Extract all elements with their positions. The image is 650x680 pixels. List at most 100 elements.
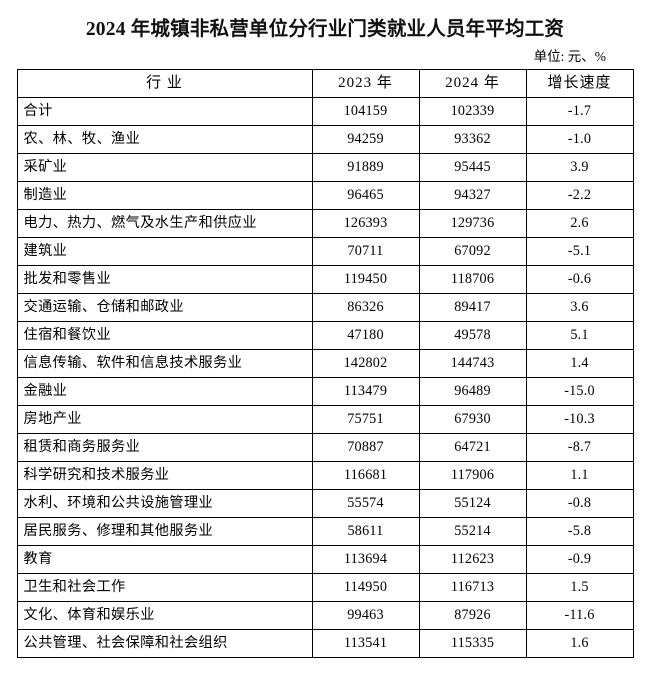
cell-wage-2023: 96465 [311, 181, 420, 210]
cell-wage-2024: 87926 [418, 601, 527, 630]
cell-wage-2024: 93362 [418, 125, 527, 154]
cell-wage-2024: 55124 [418, 489, 527, 518]
cell-growth-rate: -1.0 [525, 125, 634, 154]
cell-wage-2023: 75751 [311, 405, 420, 434]
column-header-2023: 2023 年 [311, 69, 420, 98]
cell-wage-2024: 112623 [418, 545, 527, 574]
cell-growth-rate: 1.4 [525, 349, 634, 378]
unit-note: 单位: 元、% [533, 49, 606, 64]
column-header-2024: 2024 年 [418, 69, 527, 98]
cell-industry: 房地产业 [16, 405, 313, 434]
table-row: 租赁和商务服务业 70887 64721 -8.7 [16, 433, 634, 462]
cell-industry: 教育 [16, 545, 313, 574]
cell-industry: 卫生和社会工作 [16, 573, 313, 602]
column-header-industry: 行 业 [16, 69, 313, 98]
cell-wage-2023: 70887 [311, 433, 420, 462]
table-row: 建筑业 70711 67092 -5.1 [16, 237, 634, 266]
cell-wage-2023: 99463 [311, 601, 420, 630]
cell-wage-2024: 96489 [418, 377, 527, 406]
cell-wage-2023: 94259 [311, 125, 420, 154]
table-row: 房地产业 75751 67930 -10.3 [16, 405, 634, 434]
table-header-row: 行 业 2023 年 2024 年 增长速度 [16, 69, 634, 98]
cell-wage-2023: 86326 [311, 293, 420, 322]
cell-wage-2023: 55574 [311, 489, 420, 518]
table-row: 农、林、牧、渔业 94259 93362 -1.0 [16, 125, 634, 154]
cell-industry: 文化、体育和娱乐业 [16, 601, 313, 630]
cell-wage-2024: 102339 [418, 97, 527, 126]
table-row: 教育 113694 112623 -0.9 [16, 545, 634, 574]
cell-growth-rate: -2.2 [525, 181, 634, 210]
cell-industry: 交通运输、仓储和邮政业 [16, 293, 313, 322]
cell-wage-2023: 142802 [311, 349, 420, 378]
cell-wage-2024: 118706 [418, 265, 527, 294]
cell-wage-2023: 113541 [311, 629, 420, 658]
cell-industry: 科学研究和技术服务业 [16, 461, 313, 490]
cell-wage-2023: 119450 [311, 265, 420, 294]
cell-industry: 批发和零售业 [16, 265, 313, 294]
table-row: 卫生和社会工作 114950 116713 1.5 [16, 573, 634, 602]
cell-growth-rate: -0.6 [525, 265, 634, 294]
cell-wage-2024: 129736 [418, 209, 527, 238]
column-header-growth: 增长速度 [525, 69, 634, 98]
table-row: 文化、体育和娱乐业 99463 87926 -11.6 [16, 601, 634, 630]
cell-wage-2024: 55214 [418, 517, 527, 546]
cell-wage-2024: 64721 [418, 433, 527, 462]
table-row: 制造业 96465 94327 -2.2 [16, 181, 634, 210]
cell-wage-2023: 47180 [311, 321, 420, 350]
cell-industry: 水利、环境和公共设施管理业 [16, 489, 313, 518]
table-row: 信息传输、软件和信息技术服务业 142802 144743 1.4 [16, 349, 634, 378]
table-row: 居民服务、修理和其他服务业 58611 55214 -5.8 [16, 517, 634, 546]
cell-wage-2023: 70711 [311, 237, 420, 266]
cell-growth-rate: -5.8 [525, 517, 634, 546]
cell-wage-2024: 116713 [418, 573, 527, 602]
cell-industry: 建筑业 [16, 237, 313, 266]
cell-wage-2023: 126393 [311, 209, 420, 238]
table-row: 科学研究和技术服务业 116681 117906 1.1 [16, 461, 634, 490]
cell-wage-2023: 58611 [311, 517, 420, 546]
cell-industry: 信息传输、软件和信息技术服务业 [16, 349, 313, 378]
cell-growth-rate: 2.6 [525, 209, 634, 238]
cell-industry: 采矿业 [16, 153, 313, 182]
cell-wage-2024: 67930 [418, 405, 527, 434]
cell-growth-rate: 1.1 [525, 461, 634, 490]
cell-industry: 电力、热力、燃气及水生产和供应业 [16, 209, 313, 238]
table-header: 行 业 2023 年 2024 年 增长速度 [16, 69, 634, 98]
cell-industry: 合计 [16, 97, 313, 126]
cell-growth-rate: -10.3 [525, 405, 634, 434]
cell-wage-2023: 113479 [311, 377, 420, 406]
table-row: 金融业 113479 96489 -15.0 [16, 377, 634, 406]
table-body: 合计 104159 102339 -1.7 农、林、牧、渔业 94259 93362 -1.0… [16, 97, 634, 658]
cell-wage-2023: 116681 [311, 461, 420, 490]
cell-industry: 制造业 [16, 181, 313, 210]
cell-growth-rate: 3.6 [525, 293, 634, 322]
cell-growth-rate: -1.7 [525, 97, 634, 126]
cell-wage-2023: 91889 [311, 153, 420, 182]
cell-wage-2024: 67092 [418, 237, 527, 266]
cell-industry: 农、林、牧、渔业 [16, 125, 313, 154]
cell-growth-rate: -8.7 [525, 433, 634, 462]
cell-growth-rate: -0.9 [525, 545, 634, 574]
cell-industry: 租赁和商务服务业 [16, 433, 313, 462]
cell-growth-rate: -0.8 [525, 489, 634, 518]
cell-industry: 公共管理、社会保障和社会组织 [16, 629, 313, 658]
cell-wage-2023: 113694 [311, 545, 420, 574]
cell-wage-2024: 117906 [418, 461, 527, 490]
cell-wage-2024: 115335 [418, 629, 527, 658]
cell-growth-rate: -11.6 [525, 601, 634, 630]
table-row: 电力、热力、燃气及水生产和供应业 126393 129736 2.6 [16, 209, 634, 238]
cell-wage-2023: 114950 [311, 573, 420, 602]
cell-industry: 金融业 [16, 377, 313, 406]
table-row: 公共管理、社会保障和社会组织 113541 115335 1.6 [16, 629, 634, 658]
cell-industry: 住宿和餐饮业 [16, 321, 313, 350]
table-row: 水利、环境和公共设施管理业 55574 55124 -0.8 [16, 489, 634, 518]
cell-wage-2024: 49578 [418, 321, 527, 350]
cell-wage-2024: 95445 [418, 153, 527, 182]
cell-growth-rate: 5.1 [525, 321, 634, 350]
cell-wage-2023: 104159 [311, 97, 420, 126]
cell-industry: 居民服务、修理和其他服务业 [16, 517, 313, 546]
cell-wage-2024: 94327 [418, 181, 527, 210]
table-row: 采矿业 91889 95445 3.9 [16, 153, 634, 182]
table-row: 批发和零售业 119450 118706 -0.6 [16, 265, 634, 294]
table-row: 合计 104159 102339 -1.7 [16, 97, 634, 126]
cell-wage-2024: 89417 [418, 293, 527, 322]
